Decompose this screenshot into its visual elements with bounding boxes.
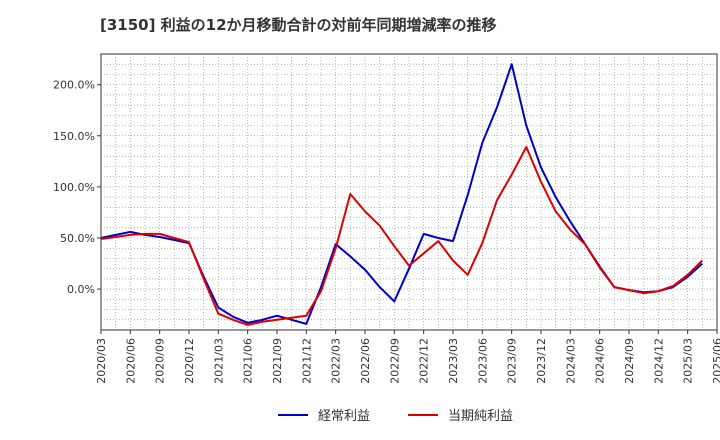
- x-tick-label: 2020/12: [183, 338, 196, 384]
- series-line-2: [100, 146, 703, 326]
- x-tick-label: 2023/03: [447, 338, 460, 384]
- x-tick-label: 2023/06: [476, 338, 489, 384]
- x-tick-label: 2022/09: [388, 338, 401, 384]
- legend: 経常利益 当期純利益: [278, 409, 513, 424]
- x-tick-label: 2021/09: [271, 338, 284, 384]
- x-tick-label: 2022/03: [330, 338, 343, 384]
- x-tick-label: 2021/06: [242, 338, 255, 384]
- legend-label-1: 経常利益: [318, 409, 370, 424]
- x-tick-label: 2021/03: [212, 338, 225, 384]
- grid: [100, 53, 718, 331]
- x-tick-label: 2020/06: [124, 338, 137, 384]
- series-lines: [100, 63, 703, 326]
- y-tick-label: 150.0%: [53, 130, 95, 143]
- x-tick-label: 2024/03: [564, 338, 577, 384]
- axes: 0.0% 50.0% 100.0% 150.0% 200.0% 2020/03 2020/0…: [53, 79, 720, 384]
- x-tick-label: 2020/09: [154, 338, 167, 384]
- y-tick-label: 0.0%: [67, 283, 95, 296]
- x-tick-label: 2022/06: [359, 338, 372, 384]
- legend-label-2: 当期純利益: [448, 409, 513, 424]
- x-tick-label: 2023/12: [535, 338, 548, 384]
- x-tick-label: 2025/06: [711, 338, 720, 384]
- chart-title: [3150] 利益の12か月移動合計の対前年同期増減率の推移: [100, 16, 497, 34]
- x-tick-label: 2021/12: [300, 338, 313, 384]
- y-tick-label: 200.0%: [53, 79, 95, 92]
- x-tick-label: 2020/03: [95, 338, 108, 384]
- x-tick-label: 2025/03: [682, 338, 695, 384]
- y-tick-label: 100.0%: [53, 181, 95, 194]
- x-tick-label: 2024/06: [594, 338, 607, 384]
- x-tick-label: 2024/09: [623, 338, 636, 384]
- x-tick-label: 2023/09: [506, 338, 519, 384]
- x-tick-label: 2022/12: [418, 338, 431, 384]
- x-tick-label: 2024/12: [652, 338, 665, 384]
- y-tick-label: 50.0%: [60, 232, 95, 245]
